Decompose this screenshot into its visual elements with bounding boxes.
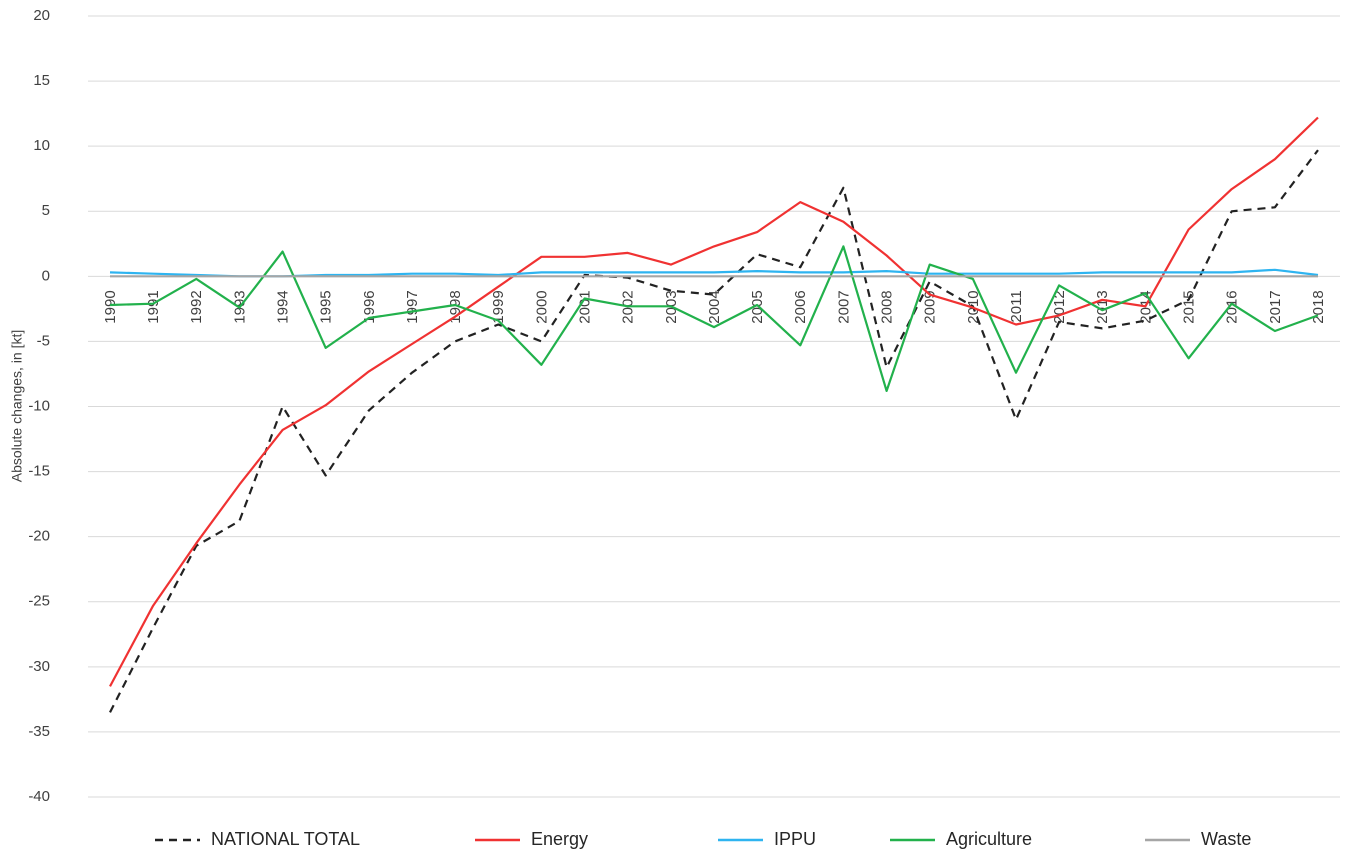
y-tick-label: -25 bbox=[28, 593, 50, 610]
series-line bbox=[109, 149, 1319, 713]
x-tick-label: 1995 bbox=[318, 290, 335, 323]
x-tick-label: 2009 bbox=[922, 290, 939, 323]
y-tick-label: -5 bbox=[37, 332, 50, 349]
legend-label: IPPU bbox=[774, 829, 816, 849]
x-tick-label: 2018 bbox=[1310, 290, 1327, 323]
series-line bbox=[109, 245, 1319, 392]
x-tick-label: 1990 bbox=[102, 290, 119, 323]
legend-label: NATIONAL TOTAL bbox=[211, 829, 360, 849]
legend-label: Energy bbox=[531, 829, 588, 849]
x-tick-label: 2008 bbox=[879, 290, 896, 323]
x-tick-label: 1999 bbox=[490, 290, 507, 323]
y-tick-label: -20 bbox=[28, 528, 50, 545]
y-tick-label: 20 bbox=[33, 7, 50, 24]
x-tick-label: 1991 bbox=[145, 290, 162, 323]
legend-label: Waste bbox=[1201, 829, 1251, 849]
y-tick-label: -30 bbox=[28, 658, 50, 675]
x-tick-label: 2006 bbox=[792, 290, 809, 323]
x-tick-label: 2013 bbox=[1094, 290, 1111, 323]
x-tick-label: 2004 bbox=[706, 290, 723, 323]
x-tick-label: 2017 bbox=[1267, 290, 1284, 323]
y-tick-label: 5 bbox=[42, 202, 50, 219]
y-tick-label: -40 bbox=[28, 788, 50, 805]
x-tick-label: 1994 bbox=[275, 290, 292, 323]
y-tick-label: -10 bbox=[28, 397, 50, 414]
legend-label: Agriculture bbox=[946, 829, 1032, 849]
x-tick-label: 2005 bbox=[749, 290, 766, 323]
x-tick-label: 1996 bbox=[361, 290, 378, 323]
y-tick-label: -35 bbox=[28, 723, 50, 740]
x-tick-label: 1992 bbox=[188, 290, 205, 323]
y-tick-label: 0 bbox=[42, 267, 50, 284]
x-tick-label: 1998 bbox=[447, 290, 464, 323]
y-tick-label: 15 bbox=[33, 72, 50, 89]
x-tick-label: 2000 bbox=[533, 290, 550, 323]
y-tick-label: -15 bbox=[28, 463, 50, 480]
x-tick-label: 2011 bbox=[1008, 290, 1025, 322]
x-tick-label: 2007 bbox=[835, 290, 852, 323]
y-axis-title: Absolute changes, in [kt] bbox=[9, 330, 25, 483]
y-tick-label: 10 bbox=[33, 137, 50, 154]
x-tick-label: 1997 bbox=[404, 290, 421, 323]
x-tick-label: 2016 bbox=[1224, 290, 1241, 323]
x-tick-label: 2015 bbox=[1181, 290, 1198, 323]
series-line bbox=[109, 116, 1319, 687]
